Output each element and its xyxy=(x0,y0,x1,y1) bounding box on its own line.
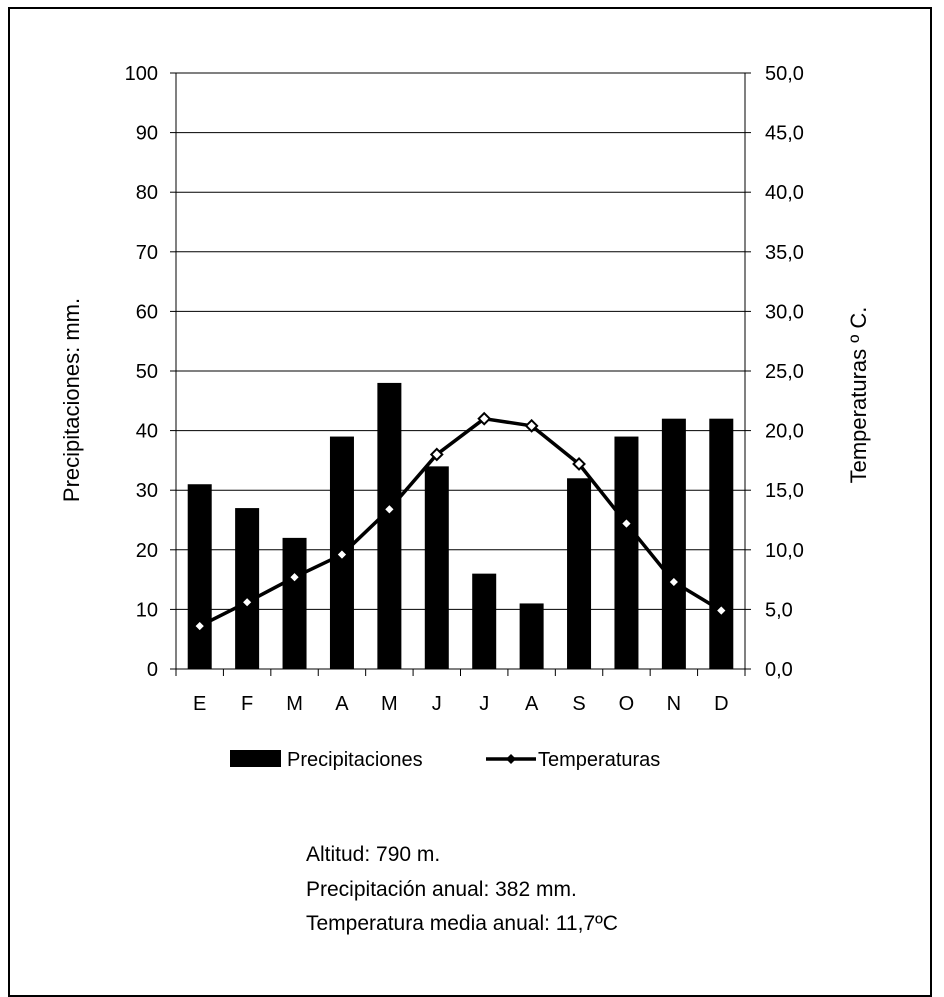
y2-tick-label: 5,0 xyxy=(765,599,793,621)
legend-label-temperaturas: Temperaturas xyxy=(538,749,660,771)
x-tick-label: N xyxy=(667,693,681,715)
y2-tick-label: 10,0 xyxy=(765,540,804,562)
temperature-point xyxy=(477,411,492,426)
gridlines xyxy=(176,72,745,610)
y-tick-label: 40 xyxy=(136,421,158,443)
y2-tick-label: 40,0 xyxy=(765,182,804,204)
temperature-point xyxy=(287,570,302,585)
precipitation-bar xyxy=(567,478,592,669)
x-tick-label: F xyxy=(241,693,253,715)
legend-bar-swatch xyxy=(230,750,281,767)
temperature-point xyxy=(619,516,634,531)
tick-labels: 0 10 20 30 40 50 60 70 80 90 100 0,0 5,0 10,0 15,0 20,0… xyxy=(125,63,804,715)
x-tick-label: S xyxy=(572,693,585,715)
y-tick-label: 50 xyxy=(136,361,158,383)
y-tick-label: 100 xyxy=(125,63,158,85)
precipitation-bar xyxy=(424,466,449,669)
precipitation-bar xyxy=(519,603,544,669)
y-tick-label: 20 xyxy=(136,540,158,562)
y-tick-label: 30 xyxy=(136,480,158,502)
y2-tick-label: 20,0 xyxy=(765,421,804,443)
temperature-point xyxy=(666,575,681,589)
chart-frame xyxy=(8,7,932,997)
y2-tick-label: 25,0 xyxy=(765,361,804,383)
temperature-point xyxy=(335,547,349,562)
x-tick-label: A xyxy=(335,693,349,715)
precipitation-bar xyxy=(709,418,734,669)
y2-tick-label: 30,0 xyxy=(765,301,804,323)
y-tick-label: 70 xyxy=(136,242,158,264)
y2-tick-label: 35,0 xyxy=(765,242,804,264)
precipitation-bar xyxy=(377,382,402,669)
annual-temperature-text: Temperatura media anual: 11,7ºC xyxy=(306,912,618,935)
y-tick-label: 10 xyxy=(136,599,158,621)
temperature-point xyxy=(240,595,255,610)
x-tick-label: E xyxy=(193,693,206,715)
precipitation-bar xyxy=(235,508,260,669)
temperature-point xyxy=(524,418,539,433)
temperature-point xyxy=(572,457,586,471)
y-axis-label: Precipitaciones: mm. xyxy=(59,298,84,502)
y2-tick-label: 0,0 xyxy=(765,659,793,681)
temperature-point xyxy=(192,619,207,634)
legend: Precipitaciones Temperaturas xyxy=(230,749,660,771)
y2-tick-label: 45,0 xyxy=(765,123,804,145)
altitude-text: Altitud: 790 m. xyxy=(306,843,441,866)
legend-line-marker xyxy=(506,754,516,764)
legend-label-precipitaciones: Precipitaciones xyxy=(287,749,423,771)
annual-precipitation-text: Precipitación anual: 382 mm. xyxy=(306,878,577,901)
y2-tick-label: 50,0 xyxy=(765,63,804,85)
temperature-point xyxy=(382,502,397,517)
x-tick-label: D xyxy=(714,693,728,715)
x-tick-label: A xyxy=(525,693,539,715)
y2-tick-label: 15,0 xyxy=(765,480,804,502)
x-tick-label: O xyxy=(619,693,635,715)
y-tick-label: 90 xyxy=(136,123,158,145)
precipitation-bar xyxy=(661,418,686,669)
precipitation-bar xyxy=(614,436,639,669)
temperature-point xyxy=(429,447,444,462)
temperature-line xyxy=(192,411,729,634)
y-tick-label: 60 xyxy=(136,301,158,323)
temperature-line-path xyxy=(198,416,723,628)
precipitation-bars xyxy=(187,382,734,669)
y2-axis-label: Temperaturas º C. xyxy=(846,307,871,484)
temperature-point xyxy=(714,603,729,618)
axes xyxy=(170,72,751,676)
y-tick-label: 0 xyxy=(147,659,158,681)
y-tick-label: 80 xyxy=(136,182,158,204)
x-tick-label: M xyxy=(381,693,398,715)
x-tick-label: J xyxy=(432,693,442,715)
x-tick-label: M xyxy=(286,693,303,715)
precipitation-bar xyxy=(472,573,497,669)
precipitation-bar xyxy=(282,537,307,669)
x-tick-label: J xyxy=(479,693,489,715)
precipitation-bar xyxy=(187,484,212,669)
